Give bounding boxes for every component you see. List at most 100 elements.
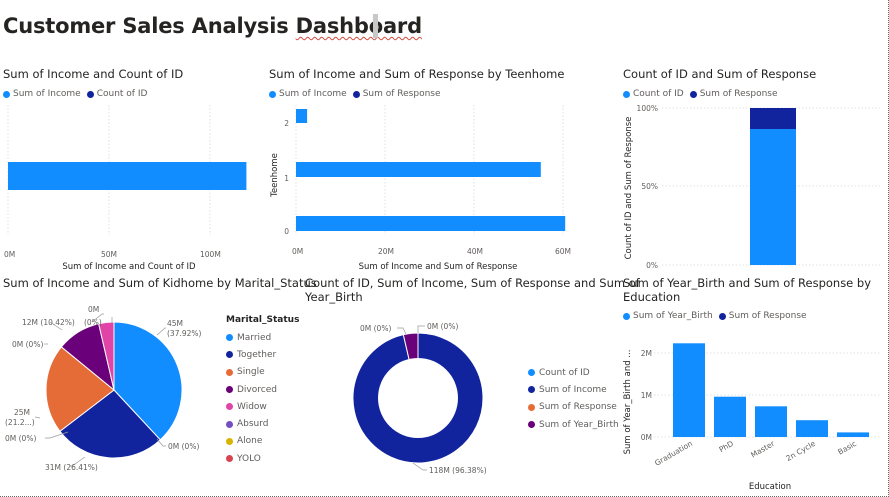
v6-bar-graduation[interactable] [673,343,705,437]
legend-dot [528,403,535,411]
v6-xtick: PhD [717,439,735,454]
v6-bars[interactable] [673,343,869,437]
legend-dot [226,351,233,359]
v6-bar-master[interactable] [755,406,787,437]
v2-legend-item-0: Sum of Income [279,89,347,99]
legend-dot [528,386,535,394]
v1-xtick: 50M [101,250,117,259]
v2-xlabel: Sum of Income and Sum of Response [359,262,518,272]
v4-legend-item[interactable]: Absurd [226,415,299,432]
title-text-misspelled: Dashboard [295,14,422,38]
v6-xtick: Basic [836,439,858,457]
v4-legend-item[interactable]: Divorced [226,381,299,398]
v6-xtick: Master [749,438,776,459]
v4-label-married-pct: (37.92%) [167,329,202,338]
title-text: Customer Sales Analysis [3,14,296,38]
v4-leader-lines [34,313,166,467]
v6-ylabel: Sum of Year_Birth and ... [623,350,633,455]
v5-legend-label: Sum of Year_Birth [539,419,619,430]
v6-ytick: 2M [641,349,652,358]
v6-bar-basic[interactable] [837,432,869,437]
legend-dot [528,369,535,377]
v4-slice-together[interactable] [59,389,161,459]
v1-xtick: 100M [200,250,221,259]
legend-dot [528,421,535,429]
v5-legend-item[interactable]: Sum of Year_Birth [528,416,619,433]
v5-legend-label: Sum of Response [539,402,617,413]
v6-legend-item-0: Sum of Year_Birth [633,311,713,321]
v4-legend-item[interactable]: Married [226,329,299,346]
legend-dot [689,90,697,98]
v4-legend[interactable]: Marital_Status Married Together Single D… [226,315,299,467]
v4-title: Sum of Income and Sum of Kidhome by Mari… [3,276,317,290]
v4-legend-item[interactable]: YOLO [226,450,299,467]
v6-bar-2n-cycle[interactable] [796,420,828,437]
v4-label-together: 31M (26.41%) [45,463,98,472]
v3-chart[interactable]: Count of ID and Sum of Response 100% 50%… [618,100,886,272]
v5-legend-item[interactable]: Sum of Income [528,381,619,398]
v5-chart[interactable]: 0M (0%) 0M (0%) 118M (96.38%) [305,310,515,485]
legend-dot [226,368,233,376]
v4-slice-married[interactable] [113,321,183,441]
v4-label-divorced: 12M (10.42%) [22,318,75,327]
v4-legend-item[interactable]: Widow [226,398,299,415]
v2-ytick: 0 [284,227,289,236]
v3-legend-item-1: Sum of Response [699,89,778,99]
v4-legend-label: Widow [237,401,267,412]
v2-bar-teenhome-0[interactable] [296,216,566,231]
v4-legend-item[interactable]: Together [226,346,299,363]
v6-title-line2: Education [623,290,681,304]
v4-legend-label: Alone [237,436,263,447]
v2-title: Sum of Income and Sum of Response by Tee… [269,67,565,81]
legend-dot [226,437,233,445]
legend-dot [226,455,233,463]
v5-legend[interactable]: Count of ID Sum of Income Sum of Respons… [528,364,619,433]
v2-chart[interactable]: Teenhome 2 1 0 0M 20M 40M 60M Sum of Inc… [265,100,610,272]
v3-bar-sum-of-response[interactable] [750,108,796,129]
v4-chart[interactable]: 45M (37.92%) 0M (0%) 12M (10.42%) 0M (0%… [0,300,225,480]
v2-ytick: 2 [284,119,289,128]
v1-title: Sum of Income and Count of ID [3,67,184,81]
v6-legend[interactable]: Sum of Year_Birth Sum of Response [623,311,807,321]
v4-label-yolo: 0M (0%) [168,442,199,451]
v2-bar-teenhome-1[interactable] [296,162,541,177]
v3-ytick: 50% [641,182,658,191]
legend-dot [226,403,233,411]
v6-xlabel: Education [749,482,791,492]
v4-legend-label: Married [237,332,272,343]
v3-legend[interactable]: Count of ID Sum of Response [623,89,778,99]
v2-legend[interactable]: Sum of Income Sum of Response [269,89,441,99]
v4-slice-widow[interactable] [98,321,115,391]
v4-label-single: 25M [14,408,30,417]
v4-legend-title: Marital_Status [226,315,300,325]
v6-chart[interactable]: Sum of Year_Birth and ... 2M 1M 0M Gradu… [618,322,886,494]
v1-chart[interactable]: 0M 50M 100M Sum of Income and Count of I… [0,100,260,272]
v6-legend-item-1: Sum of Response [728,311,807,321]
v6-xtick: 2n Cycle [784,439,817,463]
v5-legend-item[interactable]: Sum of Response [528,399,619,416]
v4-legend-item[interactable]: Single [226,364,299,381]
v2-bar-teenhome-2[interactable] [296,109,308,123]
v1-xtick: 0M [4,250,15,259]
v4-legend-label: YOLO [237,453,261,464]
v4-slices[interactable] [45,321,183,459]
v6-ytick: 1M [641,391,652,400]
v5-donut-hole [378,358,458,438]
legend-dot [86,90,94,98]
v5-label-top-right: 0M (0%) [427,322,458,331]
v1-bar-income[interactable] [8,162,247,190]
v5-legend-label: Count of ID [539,367,590,378]
v6-bar-phd[interactable] [714,396,746,437]
v4-legend-item[interactable]: Alone [226,433,299,450]
v4-legend-label: Absurd [237,419,269,430]
v2-xtick: 0M [292,247,303,256]
v1-legend[interactable]: Sum of Income Count of ID [3,89,147,99]
v5-legend-item[interactable]: Count of ID [528,364,619,381]
v4-legend-label: Single [237,367,265,378]
legend-dot [718,312,726,320]
v3-bar-count-of-id[interactable] [750,129,796,265]
v4-label-widow-pct: (0%) [84,318,102,327]
v4-slice-single[interactable] [45,346,115,432]
legend-dot [226,386,233,394]
v1-legend-item-0: Sum of Income [13,89,81,99]
